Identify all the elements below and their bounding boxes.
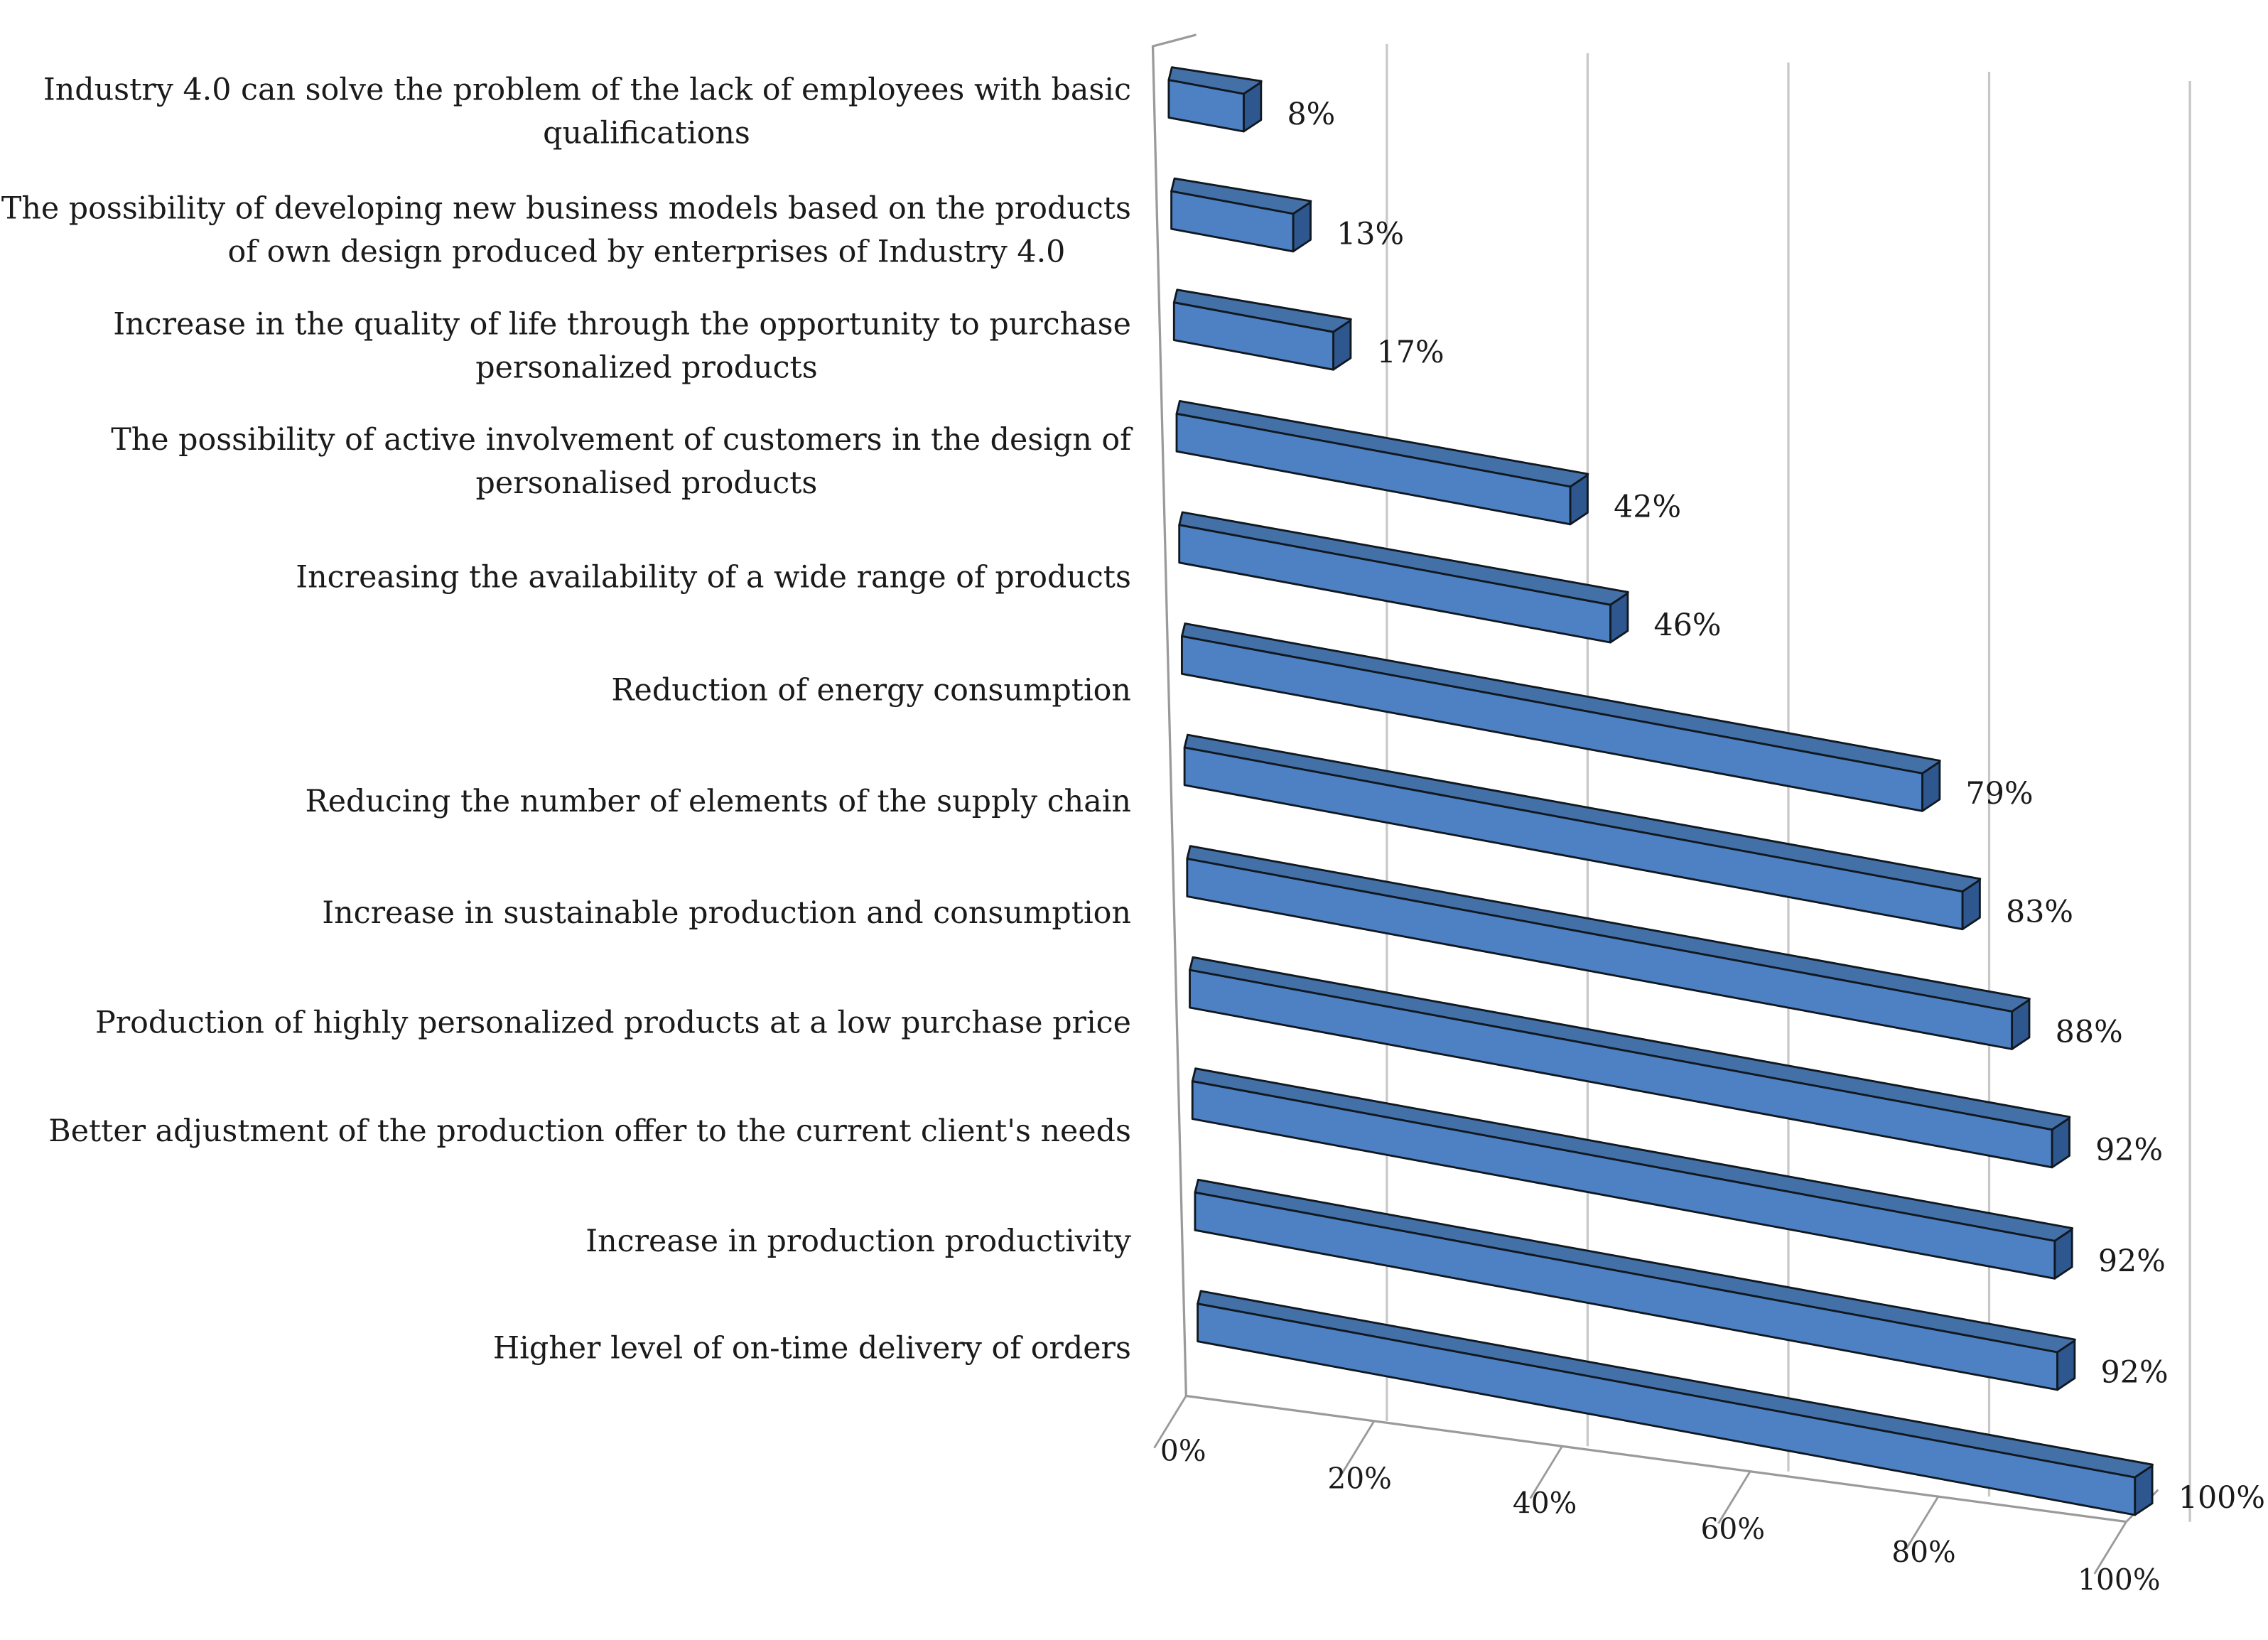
x-tick-label: 20% <box>1327 1462 1391 1496</box>
bar-1 <box>1167 79 1245 133</box>
data-label: 46% <box>1654 608 1722 643</box>
floor-tick-100 <box>2093 1521 2127 1575</box>
category-label: Reducing the number of elements of the s… <box>306 784 1131 819</box>
data-label: 92% <box>2101 1355 2169 1391</box>
data-label: 92% <box>2095 1133 2163 1168</box>
floor-tick-20 <box>1341 1420 1376 1474</box>
x-tick-label: 40% <box>1513 1486 1577 1520</box>
category-label: The possibility of developing new busine… <box>1 190 1131 226</box>
category-label: Higher level of on-time delivery of orde… <box>493 1331 1131 1366</box>
floor-tick-0 <box>1153 1395 1187 1449</box>
category-label: Reduction of energy consumption <box>611 672 1131 708</box>
floor-tick-80 <box>1905 1496 1940 1550</box>
data-label: 83% <box>2006 894 2073 929</box>
floor-tick-60 <box>1717 1470 1751 1524</box>
category-label: Increase in the quality of life through … <box>113 306 1131 342</box>
data-label: 42% <box>1614 490 1681 525</box>
bar-9 <box>1189 969 2053 1169</box>
data-label: 92% <box>2098 1244 2166 1279</box>
bar-8 <box>1186 858 2014 1050</box>
x-tick-label: 60% <box>1701 1512 1765 1546</box>
category-label: Production of highly personalized produc… <box>95 1005 1131 1041</box>
bar-6 <box>1180 635 1923 812</box>
category-label: Increase in production productivity <box>585 1224 1132 1259</box>
left-wall <box>1151 33 1197 1396</box>
bar-10 <box>1191 1080 2056 1280</box>
category-label: personalized products <box>475 350 817 385</box>
bar-2 <box>1170 190 1295 253</box>
data-label: 13% <box>1336 217 1404 252</box>
category-label: personalised products <box>476 465 818 501</box>
data-label: 88% <box>2056 1014 2123 1050</box>
data-label: 79% <box>1966 776 2034 811</box>
category-label: Increase in sustainable production and c… <box>322 895 1131 931</box>
bar-3 <box>1172 301 1334 371</box>
category-label: qualifications <box>543 116 750 151</box>
floor-front-edge <box>1186 1394 2127 1523</box>
x-tick-label: 100% <box>2078 1563 2160 1597</box>
bar-12 <box>1197 1302 2137 1516</box>
bar-top-face <box>1180 622 1941 775</box>
x-tick-label: 80% <box>1891 1536 1955 1570</box>
category-label: The possibility of active involvement of… <box>111 422 1133 458</box>
data-label: 100% <box>2178 1480 2265 1516</box>
bar-4 <box>1175 412 1572 526</box>
bar-5 <box>1178 524 1611 644</box>
category-label: Better adjustment of the production offe… <box>48 1113 1131 1149</box>
category-label: Industry 4.0 can solve the problem of th… <box>43 72 1131 107</box>
category-label: Increasing the availability of a wide ra… <box>296 560 1131 595</box>
data-label: 17% <box>1377 335 1444 370</box>
category-label: of own design produced by enterprises of… <box>228 234 1066 269</box>
bar-11 <box>1194 1191 2058 1391</box>
bar-7 <box>1183 746 1964 931</box>
x-tick-label: 0% <box>1160 1434 1206 1468</box>
data-label: 8% <box>1287 97 1335 132</box>
floor-tick-40 <box>1529 1445 1563 1499</box>
